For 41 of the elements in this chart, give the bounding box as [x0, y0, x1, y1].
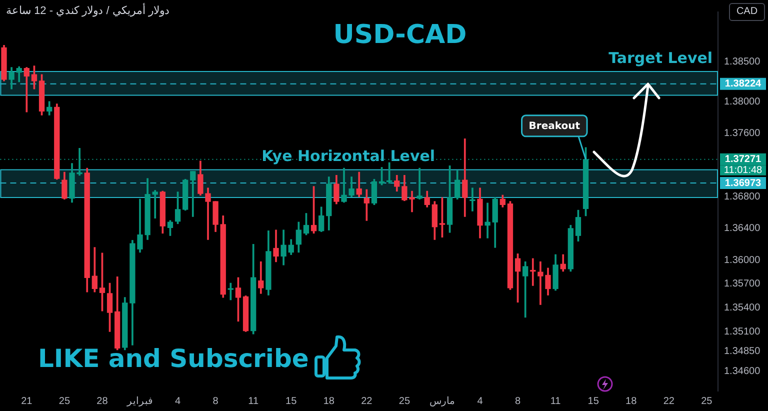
chart-subtitle: دولار أمريكي / دولار كندي - 12 ساعة: [6, 4, 170, 17]
y-tick-label: 1.35700: [724, 278, 761, 290]
text: CAD: [729, 3, 765, 21]
y-tick-label: 1.37600: [724, 128, 761, 140]
x-tick-label: 22: [663, 396, 675, 407]
band-label: Kye Horizontal Level: [262, 147, 436, 166]
ref-line-label: 1.37271: [724, 154, 762, 166]
x-tick-label: 4: [174, 396, 181, 407]
y-tick-label: 1.34850: [724, 346, 761, 358]
x-tick-label: فبراير: [126, 396, 153, 407]
x-tick-label: 8: [514, 396, 521, 407]
x-tick-label: 8: [212, 396, 219, 407]
y-tick-label: 1.34600: [724, 366, 761, 377]
y-tick-label: 1.36800: [724, 191, 761, 202]
y-tick-label: 1.38500: [724, 56, 761, 68]
annotation: Breakout: [528, 120, 580, 132]
text: 11:01:48: [724, 165, 763, 176]
ref-line-label: 1.36973: [724, 178, 762, 189]
x-tick-label: 18: [323, 396, 335, 407]
y-tick-label: 1.36400: [724, 223, 761, 234]
x-tick-label: 11: [248, 396, 259, 407]
y-tick-label: 1.38000: [724, 96, 761, 108]
ref-line-label: 1.38224: [724, 78, 762, 90]
x-tick-label: 15: [588, 396, 600, 407]
x-tick-label: 25: [701, 396, 713, 407]
y-tick-label: 1.35400: [724, 302, 761, 314]
x-tick-label: 25: [58, 396, 70, 407]
y-tick-label: 1.36000: [724, 254, 761, 266]
x-tick-label: 11: [550, 396, 562, 407]
x-tick-label: 18: [626, 396, 638, 407]
band-label: Target Level: [608, 48, 713, 67]
x-tick-label: 28: [96, 396, 108, 407]
x-tick-label: 15: [286, 396, 298, 407]
x-tick-label: 21: [21, 396, 33, 407]
x-tick-label: 25: [398, 396, 410, 407]
x-tick-label: 4: [477, 396, 484, 407]
y-tick-label: 1.35100: [724, 326, 761, 338]
chart-title: USD-CAD: [332, 20, 468, 50]
annotation: LIKE and Subscribe: [38, 344, 309, 373]
x-tick-label: مارس: [430, 396, 455, 407]
x-tick-label: 22: [361, 396, 373, 407]
